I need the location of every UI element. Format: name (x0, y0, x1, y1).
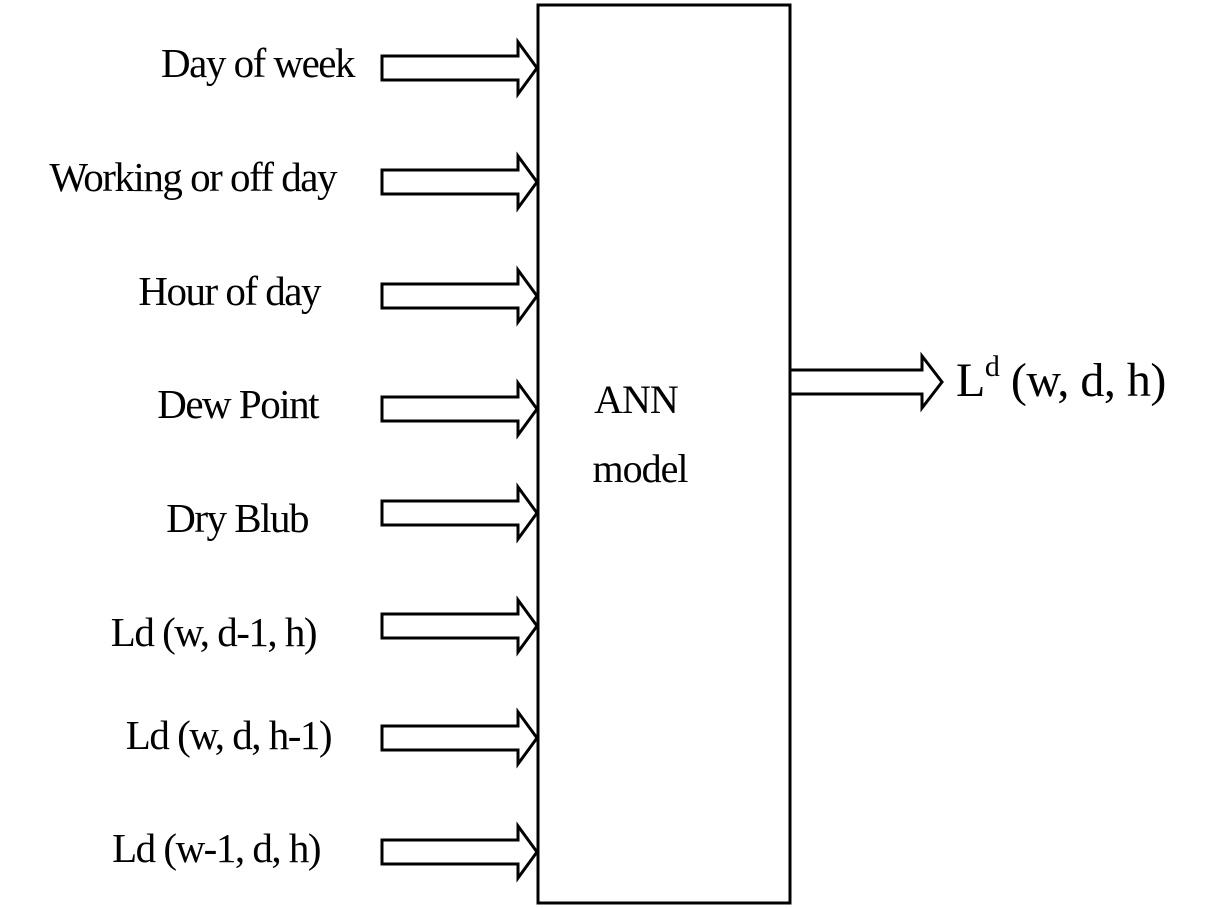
output-label-args: (w, d, h) (999, 354, 1166, 407)
output-label-superscript: d (985, 350, 1000, 383)
input-row-dry-blub: Dry Blub (166, 482, 539, 544)
input-arrow-dry-blub (380, 482, 539, 544)
input-row-working-or-off-day: Working or off day (49, 151, 539, 213)
output-row: Ld (w, d, h) (788, 350, 1166, 413)
input-label-working-or-off-day: Working or off day (49, 154, 338, 200)
input-arrow-dew-point (380, 378, 539, 440)
ann-model-box (536, 3, 792, 905)
input-label-day-of-week: Day of week (161, 40, 356, 86)
input-label-hour-of-day: Hour of day (138, 268, 322, 314)
input-arrow-day-of-week (380, 37, 539, 99)
input-arrow-ld-w-d-h-1 (380, 707, 539, 769)
input-row-ld-w-1-d-h: Ld (w-1, d, h) (112, 821, 539, 883)
input-label-dry-blub: Dry Blub (166, 495, 308, 541)
input-label-dew-point: Dew Point (157, 381, 320, 427)
input-label-ld-w-d-h-1: Ld (w, d, h-1) (126, 712, 331, 758)
output-label-base: L (956, 354, 985, 407)
input-row-hour-of-day: Hour of day (138, 265, 539, 327)
input-label-ld-w-1-d-h: Ld (w-1, d, h) (112, 825, 320, 871)
ann-model-block: ANN model (536, 3, 792, 905)
input-row-dew-point: Dew Point (157, 378, 539, 440)
input-arrow-hour-of-day (380, 265, 539, 327)
output-arrow (788, 351, 944, 413)
input-arrow-working-or-off-day (380, 151, 539, 213)
model-label-line2: model (593, 446, 689, 491)
input-row-ld-w-d-h-1: Ld (w, d, h-1) (126, 707, 539, 769)
input-label-ld-w-d-1-h: Ld (w, d-1, h) (111, 609, 316, 655)
input-row-day-of-week: Day of week (161, 37, 539, 99)
input-arrow-ld-w-1-d-h (380, 821, 539, 883)
input-row-ld-w-d-1-h: Ld (w, d-1, h) (111, 595, 539, 657)
input-arrow-ld-w-d-1-h (380, 595, 539, 657)
output-label: Ld (w, d, h) (956, 350, 1166, 407)
model-label-line1: ANN (594, 377, 678, 422)
